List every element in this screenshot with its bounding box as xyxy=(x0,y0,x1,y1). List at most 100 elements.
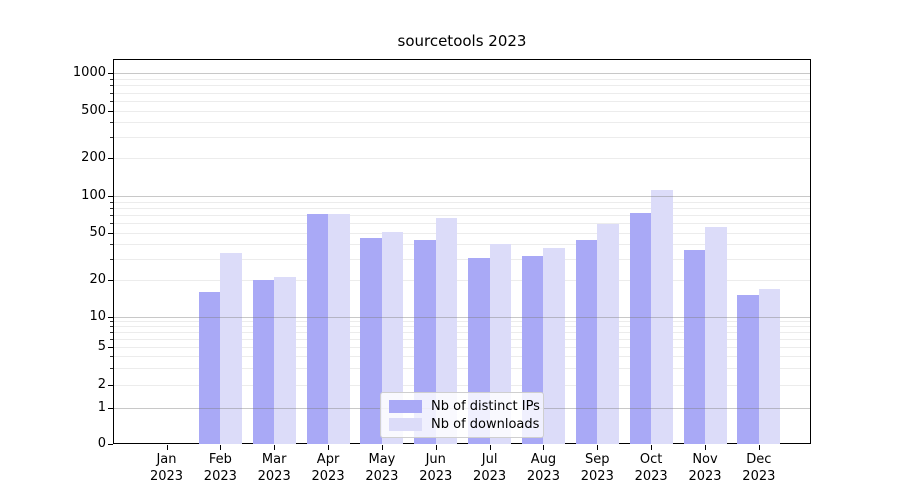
y-minor-tick-mark xyxy=(110,137,113,139)
x-tick-month: Feb xyxy=(208,452,232,467)
bar-downloads-8 xyxy=(597,224,619,444)
y-axis-tick-label: 20 xyxy=(89,272,106,287)
gridline-minor xyxy=(114,338,810,340)
y-minor-tick-mark xyxy=(110,244,113,246)
chart-title: sourcetools 2023 xyxy=(397,32,527,50)
x-tick-month: Dec xyxy=(746,452,772,467)
x-tick-year: 2023 xyxy=(311,469,345,484)
x-axis-tick-label: Jan 2023 xyxy=(135,451,199,485)
y-axis-tick-label: 1000 xyxy=(72,65,106,80)
x-tick-month: Apr xyxy=(316,452,340,467)
gridline-minor xyxy=(114,158,810,159)
y-minor-tick-mark xyxy=(110,332,113,334)
bar-distinct-ips-4 xyxy=(360,238,382,444)
y-axis-tick-label: 200 xyxy=(81,150,106,165)
x-tick-year: 2023 xyxy=(526,469,560,484)
bar-distinct-ips-11 xyxy=(737,295,759,444)
y-tick-mark xyxy=(108,280,113,281)
bar-distinct-ips-3 xyxy=(306,214,329,444)
y-tick-mark xyxy=(108,347,113,348)
x-tick-year: 2023 xyxy=(473,469,507,484)
gridline-minor xyxy=(114,223,810,225)
x-axis-tick-label: Jul 2023 xyxy=(458,451,522,485)
y-axis-tick-label: 5 xyxy=(97,339,106,354)
gridline-minor xyxy=(114,321,810,323)
gridline-minor xyxy=(114,215,810,217)
x-tick-mark xyxy=(328,445,330,450)
bar-downloads-7 xyxy=(543,248,565,444)
bar-downloads-10 xyxy=(705,226,727,444)
y-tick-mark xyxy=(108,408,113,409)
legend-item-downloads: Nb of downloads xyxy=(389,417,539,432)
x-axis-tick-label: Apr 2023 xyxy=(296,451,360,485)
y-axis-tick-label: 100 xyxy=(81,188,106,203)
gridline-minor xyxy=(114,332,810,334)
y-minor-tick-mark xyxy=(110,78,113,80)
y-minor-tick-mark xyxy=(110,368,113,370)
y-axis-tick-label: 500 xyxy=(81,103,106,118)
legend-label-distinct-ips: Nb of distinct IPs xyxy=(431,398,540,414)
x-axis-tick-label: Sep 2023 xyxy=(565,451,629,485)
y-minor-tick-mark xyxy=(110,215,113,217)
y-minor-tick-mark xyxy=(110,201,113,203)
bar-distinct-ips-9 xyxy=(629,212,652,444)
legend-swatch-downloads xyxy=(389,417,422,431)
x-tick-year: 2023 xyxy=(580,469,614,484)
y-minor-tick-mark xyxy=(110,207,113,209)
legend-swatch-distinct-ips xyxy=(389,399,422,413)
gridline-minor xyxy=(114,92,810,94)
x-tick-mark xyxy=(220,445,222,450)
bar-downloads-3 xyxy=(328,214,350,444)
y-minor-tick-mark xyxy=(110,326,113,328)
gridline-minor xyxy=(114,385,810,386)
y-tick-mark xyxy=(108,73,113,74)
y-minor-tick-mark xyxy=(110,321,113,323)
x-tick-mark xyxy=(543,445,545,450)
bar-downloads-11 xyxy=(758,288,781,444)
y-axis-tick-label: 10 xyxy=(89,308,106,324)
x-axis-tick-label: Oct 2023 xyxy=(619,451,683,485)
gridline-major xyxy=(114,196,810,197)
x-tick-month: Sep xyxy=(585,452,610,467)
gridline-minor xyxy=(114,101,810,102)
x-tick-mark xyxy=(381,445,383,450)
y-tick-mark xyxy=(108,196,113,197)
x-axis-tick-label: Nov 2023 xyxy=(673,451,737,485)
gridline-minor xyxy=(114,280,810,281)
x-tick-month: Aug xyxy=(530,452,557,467)
x-axis-tick-label: Mar 2023 xyxy=(242,451,306,485)
x-axis-tick-label: May 2023 xyxy=(350,451,414,485)
gridline-minor xyxy=(114,137,810,139)
y-axis-tick-label: 50 xyxy=(89,225,106,240)
y-axis-tick-label: 2 xyxy=(97,377,106,392)
y-tick-mark xyxy=(108,158,113,159)
y-tick-mark xyxy=(108,316,113,318)
y-minor-tick-mark xyxy=(110,92,113,94)
plot-area xyxy=(113,59,811,444)
x-tick-year: 2023 xyxy=(365,469,399,484)
gridline-minor xyxy=(114,207,810,209)
y-tick-mark xyxy=(108,233,113,234)
x-tick-mark xyxy=(489,445,491,450)
bar-distinct-ips-8 xyxy=(575,239,598,444)
x-tick-month: Jul xyxy=(481,452,498,467)
gridline-minor xyxy=(114,111,810,112)
gridline-minor xyxy=(114,78,810,80)
bar-downloads-1 xyxy=(220,252,242,444)
x-tick-month: Jan xyxy=(156,452,177,467)
gridline-minor xyxy=(114,201,810,203)
x-tick-month: Mar xyxy=(261,452,287,467)
y-minor-tick-mark xyxy=(110,259,113,261)
x-tick-mark xyxy=(651,445,653,450)
y-minor-tick-mark xyxy=(110,85,113,87)
bar-downloads-2 xyxy=(274,277,296,444)
x-tick-year: 2023 xyxy=(257,469,291,484)
bar-distinct-ips-10 xyxy=(683,249,705,444)
legend-box: Nb of distinct IPs Nb of downloads xyxy=(380,392,544,438)
y-minor-tick-mark xyxy=(110,101,113,102)
gridline-minor xyxy=(114,85,810,87)
y-tick-mark xyxy=(108,385,113,386)
gridline-minor xyxy=(114,368,810,370)
gridline-minor xyxy=(114,122,810,124)
y-minor-tick-mark xyxy=(110,223,113,225)
